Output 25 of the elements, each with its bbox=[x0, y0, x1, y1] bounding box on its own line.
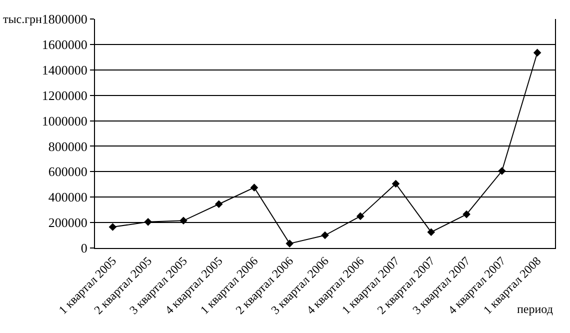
point bbox=[321, 231, 329, 240]
y-tick-label: 200000 bbox=[48, 215, 88, 230]
point bbox=[214, 200, 223, 208]
point bbox=[427, 228, 436, 236]
point bbox=[286, 240, 294, 248]
point bbox=[533, 48, 542, 57]
y-tick-label: 1600000 bbox=[42, 36, 88, 52]
point bbox=[250, 184, 258, 192]
point bbox=[356, 212, 364, 220]
x-axis-title: период bbox=[517, 302, 553, 316]
point bbox=[108, 223, 117, 231]
point bbox=[144, 218, 152, 226]
point bbox=[392, 180, 400, 188]
y-tick-label: 1400000 bbox=[42, 62, 88, 78]
y-tick-label: 1200000 bbox=[42, 88, 88, 103]
point bbox=[180, 216, 188, 225]
y-tick-label: 400000 bbox=[48, 190, 88, 205]
point bbox=[498, 167, 506, 175]
y-tick-label: 600000 bbox=[48, 164, 88, 180]
y-tick-label: 0 bbox=[80, 240, 88, 256]
y-axis-title: тыс.грн bbox=[3, 12, 43, 26]
y-tick-label: 800000 bbox=[48, 138, 88, 154]
point bbox=[462, 210, 470, 218]
y-tick-label: 1000000 bbox=[42, 113, 88, 128]
y-tick-label: 1800000 bbox=[42, 12, 88, 27]
